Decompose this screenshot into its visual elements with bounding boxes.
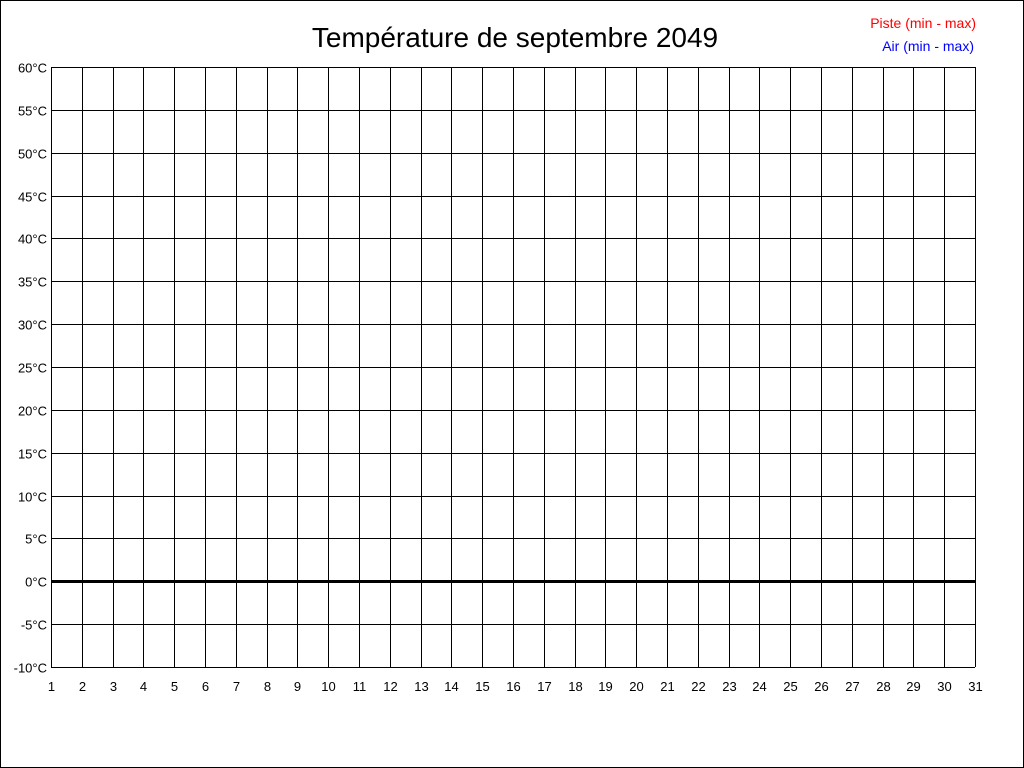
y-tick-label: 55°C bbox=[18, 104, 47, 119]
x-tick-label: 19 bbox=[598, 679, 612, 694]
x-tick-label: 15 bbox=[475, 679, 489, 694]
chart-title: Température de septembre 2049 bbox=[312, 22, 718, 53]
x-tick-label: 30 bbox=[937, 679, 951, 694]
y-tick-label: 25°C bbox=[18, 361, 47, 376]
x-axis-ticks: 1 2 3 4 5 6 7 8 9 10 11 12 13 14 15 16 17 18 19 20 21 22 23 24 2… bbox=[48, 679, 983, 694]
legend-piste: Piste (min - max) bbox=[870, 15, 976, 31]
x-tick-label: 26 bbox=[814, 679, 828, 694]
y-tick-label: 10°C bbox=[18, 490, 47, 505]
y-tick-label: 30°C bbox=[18, 318, 47, 333]
x-tick-label: 11 bbox=[353, 679, 367, 694]
x-tick-label: 23 bbox=[722, 679, 736, 694]
y-tick-label: 60°C bbox=[18, 61, 47, 76]
y-tick-label: 0°C bbox=[25, 575, 47, 590]
y-tick-label: 5°C bbox=[25, 532, 47, 547]
x-tick-label: 1 bbox=[48, 679, 55, 694]
x-tick-label: 3 bbox=[110, 679, 117, 694]
x-tick-label: 18 bbox=[568, 679, 582, 694]
x-tick-label: 12 bbox=[383, 679, 397, 694]
x-tick-label: 14 bbox=[444, 679, 458, 694]
x-tick-label: 25 bbox=[783, 679, 797, 694]
x-tick-label: 2 bbox=[79, 679, 86, 694]
x-tick-label: 21 bbox=[660, 679, 674, 694]
x-tick-label: 24 bbox=[752, 679, 766, 694]
grid bbox=[51, 67, 976, 668]
y-axis-ticks: 60°C 55°C 50°C 45°C 40°C 35°C 30°C 25°C 20°C 15°C… bbox=[14, 61, 47, 676]
y-tick-label: 35°C bbox=[18, 275, 47, 290]
y-tick-label: 40°C bbox=[18, 232, 47, 247]
x-tick-label: 6 bbox=[202, 679, 209, 694]
x-tick-label: 29 bbox=[906, 679, 920, 694]
y-tick-label: 15°C bbox=[18, 447, 47, 462]
x-tick-label: 22 bbox=[691, 679, 705, 694]
x-tick-label: 8 bbox=[264, 679, 271, 694]
x-tick-label: 17 bbox=[537, 679, 551, 694]
x-tick-label: 10 bbox=[321, 679, 335, 694]
x-tick-label: 27 bbox=[845, 679, 859, 694]
y-tick-label: 20°C bbox=[18, 404, 47, 419]
x-tick-label: 31 bbox=[968, 679, 982, 694]
legend-air: Air (min - max) bbox=[882, 38, 974, 54]
x-tick-label: 13 bbox=[414, 679, 428, 694]
x-tick-label: 4 bbox=[140, 679, 147, 694]
x-tick-label: 5 bbox=[171, 679, 178, 694]
x-tick-label: 16 bbox=[506, 679, 520, 694]
y-tick-label: 50°C bbox=[18, 147, 47, 162]
y-tick-label: 45°C bbox=[18, 190, 47, 205]
x-tick-label: 9 bbox=[294, 679, 301, 694]
x-tick-label: 28 bbox=[876, 679, 890, 694]
x-tick-label: 7 bbox=[233, 679, 240, 694]
y-tick-label: -5°C bbox=[21, 618, 47, 633]
x-tick-label: 20 bbox=[629, 679, 643, 694]
y-tick-label: -10°C bbox=[14, 661, 47, 676]
